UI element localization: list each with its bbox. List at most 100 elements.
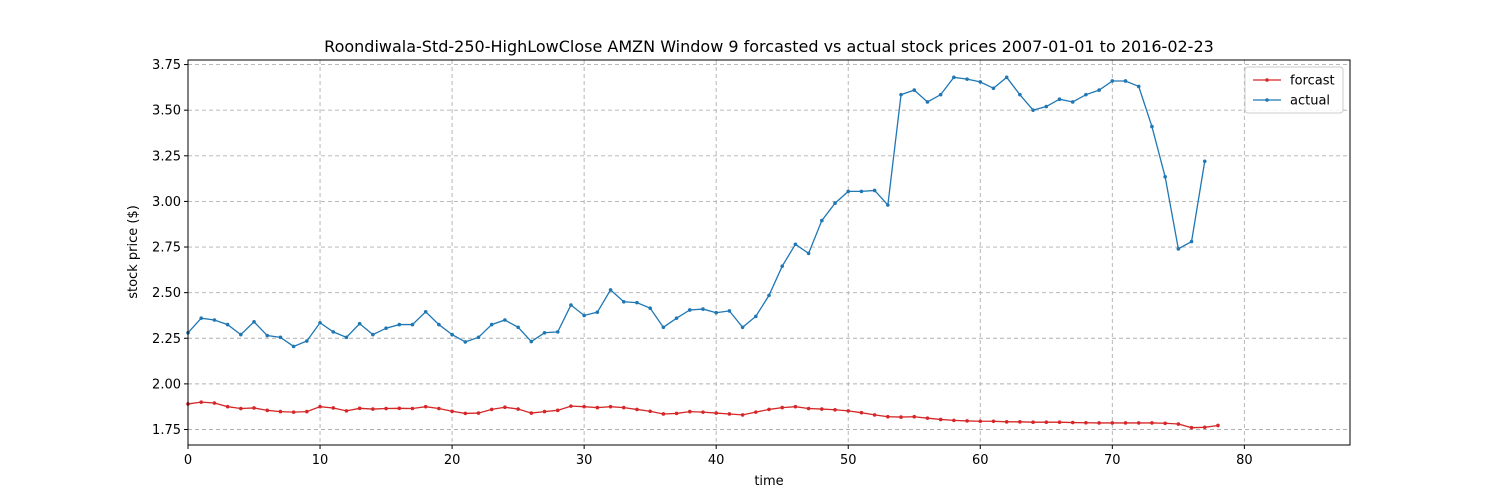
data-point-actual [1123, 79, 1128, 83]
data-point-actual [833, 201, 837, 206]
data-point-forcast [1216, 423, 1220, 428]
data-point-actual [978, 80, 983, 84]
data-point-forcast [912, 414, 917, 419]
data-point-forcast [463, 411, 468, 416]
data-point-forcast [886, 414, 890, 419]
data-point-forcast [1163, 421, 1167, 426]
data-point-actual [212, 318, 217, 322]
series-actual [186, 75, 1207, 349]
data-point-actual [740, 325, 745, 330]
data-point-forcast [582, 404, 586, 409]
data-point-actual [542, 330, 547, 335]
data-point-actual [291, 344, 296, 349]
data-point-actual [648, 306, 652, 310]
data-point-forcast [410, 406, 415, 411]
grid-layer [187, 60, 1350, 445]
x-tick-label: 30 [576, 453, 593, 468]
data-point-actual [1057, 97, 1062, 102]
data-point-actual [555, 330, 560, 334]
data-point-actual [437, 322, 441, 327]
data-point-forcast [1123, 421, 1128, 425]
data-point-forcast [489, 407, 494, 412]
data-point-actual [1084, 92, 1088, 97]
data-point-actual [753, 314, 758, 319]
data-point-forcast [1176, 422, 1181, 426]
data-point-forcast [899, 415, 903, 419]
data-point-actual [1136, 84, 1141, 89]
data-point-forcast [318, 404, 322, 409]
x-axis-label: time [754, 474, 783, 489]
data-point-forcast [450, 409, 454, 414]
data-point-forcast [437, 406, 441, 411]
data-point-actual [423, 310, 428, 314]
data-point-actual [965, 77, 969, 81]
y-tick-label: 3.00 [152, 195, 181, 210]
data-point-forcast [1110, 421, 1115, 425]
data-point-actual [476, 335, 481, 340]
data-point-actual [846, 189, 851, 194]
data-point-forcast [291, 410, 296, 414]
data-point-forcast [806, 406, 811, 411]
data-point-forcast [793, 404, 798, 409]
data-point-forcast [265, 408, 270, 413]
data-point-forcast [648, 409, 652, 414]
data-point-actual [239, 332, 243, 337]
data-point-forcast [225, 404, 230, 409]
data-point-actual [806, 251, 811, 256]
data-point-actual [450, 332, 454, 337]
data-point-forcast [384, 406, 388, 411]
data-point-actual [780, 264, 785, 268]
data-point-actual [331, 330, 336, 334]
data-point-actual [595, 310, 600, 314]
y-tick-label: 2.75 [152, 241, 181, 256]
data-point-forcast [1136, 421, 1141, 425]
data-point-forcast [938, 417, 943, 422]
plot-area-frame [187, 59, 1351, 446]
data-point-forcast [1031, 420, 1035, 424]
data-point-actual [859, 189, 864, 194]
data-point-forcast [978, 419, 983, 424]
data-point-actual [701, 307, 705, 311]
x-tick-label: 60 [972, 453, 989, 468]
data-point-actual [1097, 88, 1101, 92]
data-point-forcast [833, 407, 837, 412]
data-point-actual [621, 299, 626, 304]
data-point-forcast [595, 405, 600, 410]
data-point-forcast [846, 409, 851, 413]
data-point-actual [1110, 79, 1115, 83]
y-tick-label: 2.00 [152, 377, 181, 392]
data-point-actual [714, 310, 718, 315]
series-line-forcast [187, 401, 1219, 429]
data-point-forcast [1070, 420, 1075, 425]
data-point-forcast [1018, 420, 1022, 424]
legend-label: actual [1290, 94, 1330, 109]
data-point-actual [886, 203, 890, 207]
data-point-actual [1031, 108, 1035, 112]
data-point-actual [793, 242, 798, 247]
data-point-forcast [780, 405, 785, 410]
data-point-forcast [740, 413, 745, 417]
data-point-forcast [1097, 421, 1101, 425]
data-point-forcast [542, 409, 547, 414]
legend-item-actual: actual [1253, 94, 1330, 109]
data-point-actual [489, 322, 494, 327]
data-point-actual [872, 188, 877, 193]
data-point-actual [1018, 92, 1022, 97]
data-point-actual [1004, 75, 1009, 80]
data-point-actual [727, 309, 732, 313]
data-point-actual [661, 325, 666, 330]
data-point-actual [357, 321, 362, 326]
data-point-actual [912, 88, 917, 92]
y-tick-label: 3.50 [152, 104, 181, 119]
data-point-actual [674, 316, 679, 320]
data-point-actual [397, 322, 402, 327]
data-point-forcast [239, 406, 243, 411]
data-point-forcast [252, 406, 256, 410]
data-point-actual [687, 308, 692, 312]
data-point-forcast [397, 406, 402, 411]
data-point-forcast [925, 416, 930, 420]
data-point-forcast [529, 411, 534, 415]
data-point-forcast [1189, 425, 1194, 430]
data-point-forcast [714, 411, 718, 415]
data-point-forcast [1044, 420, 1049, 424]
